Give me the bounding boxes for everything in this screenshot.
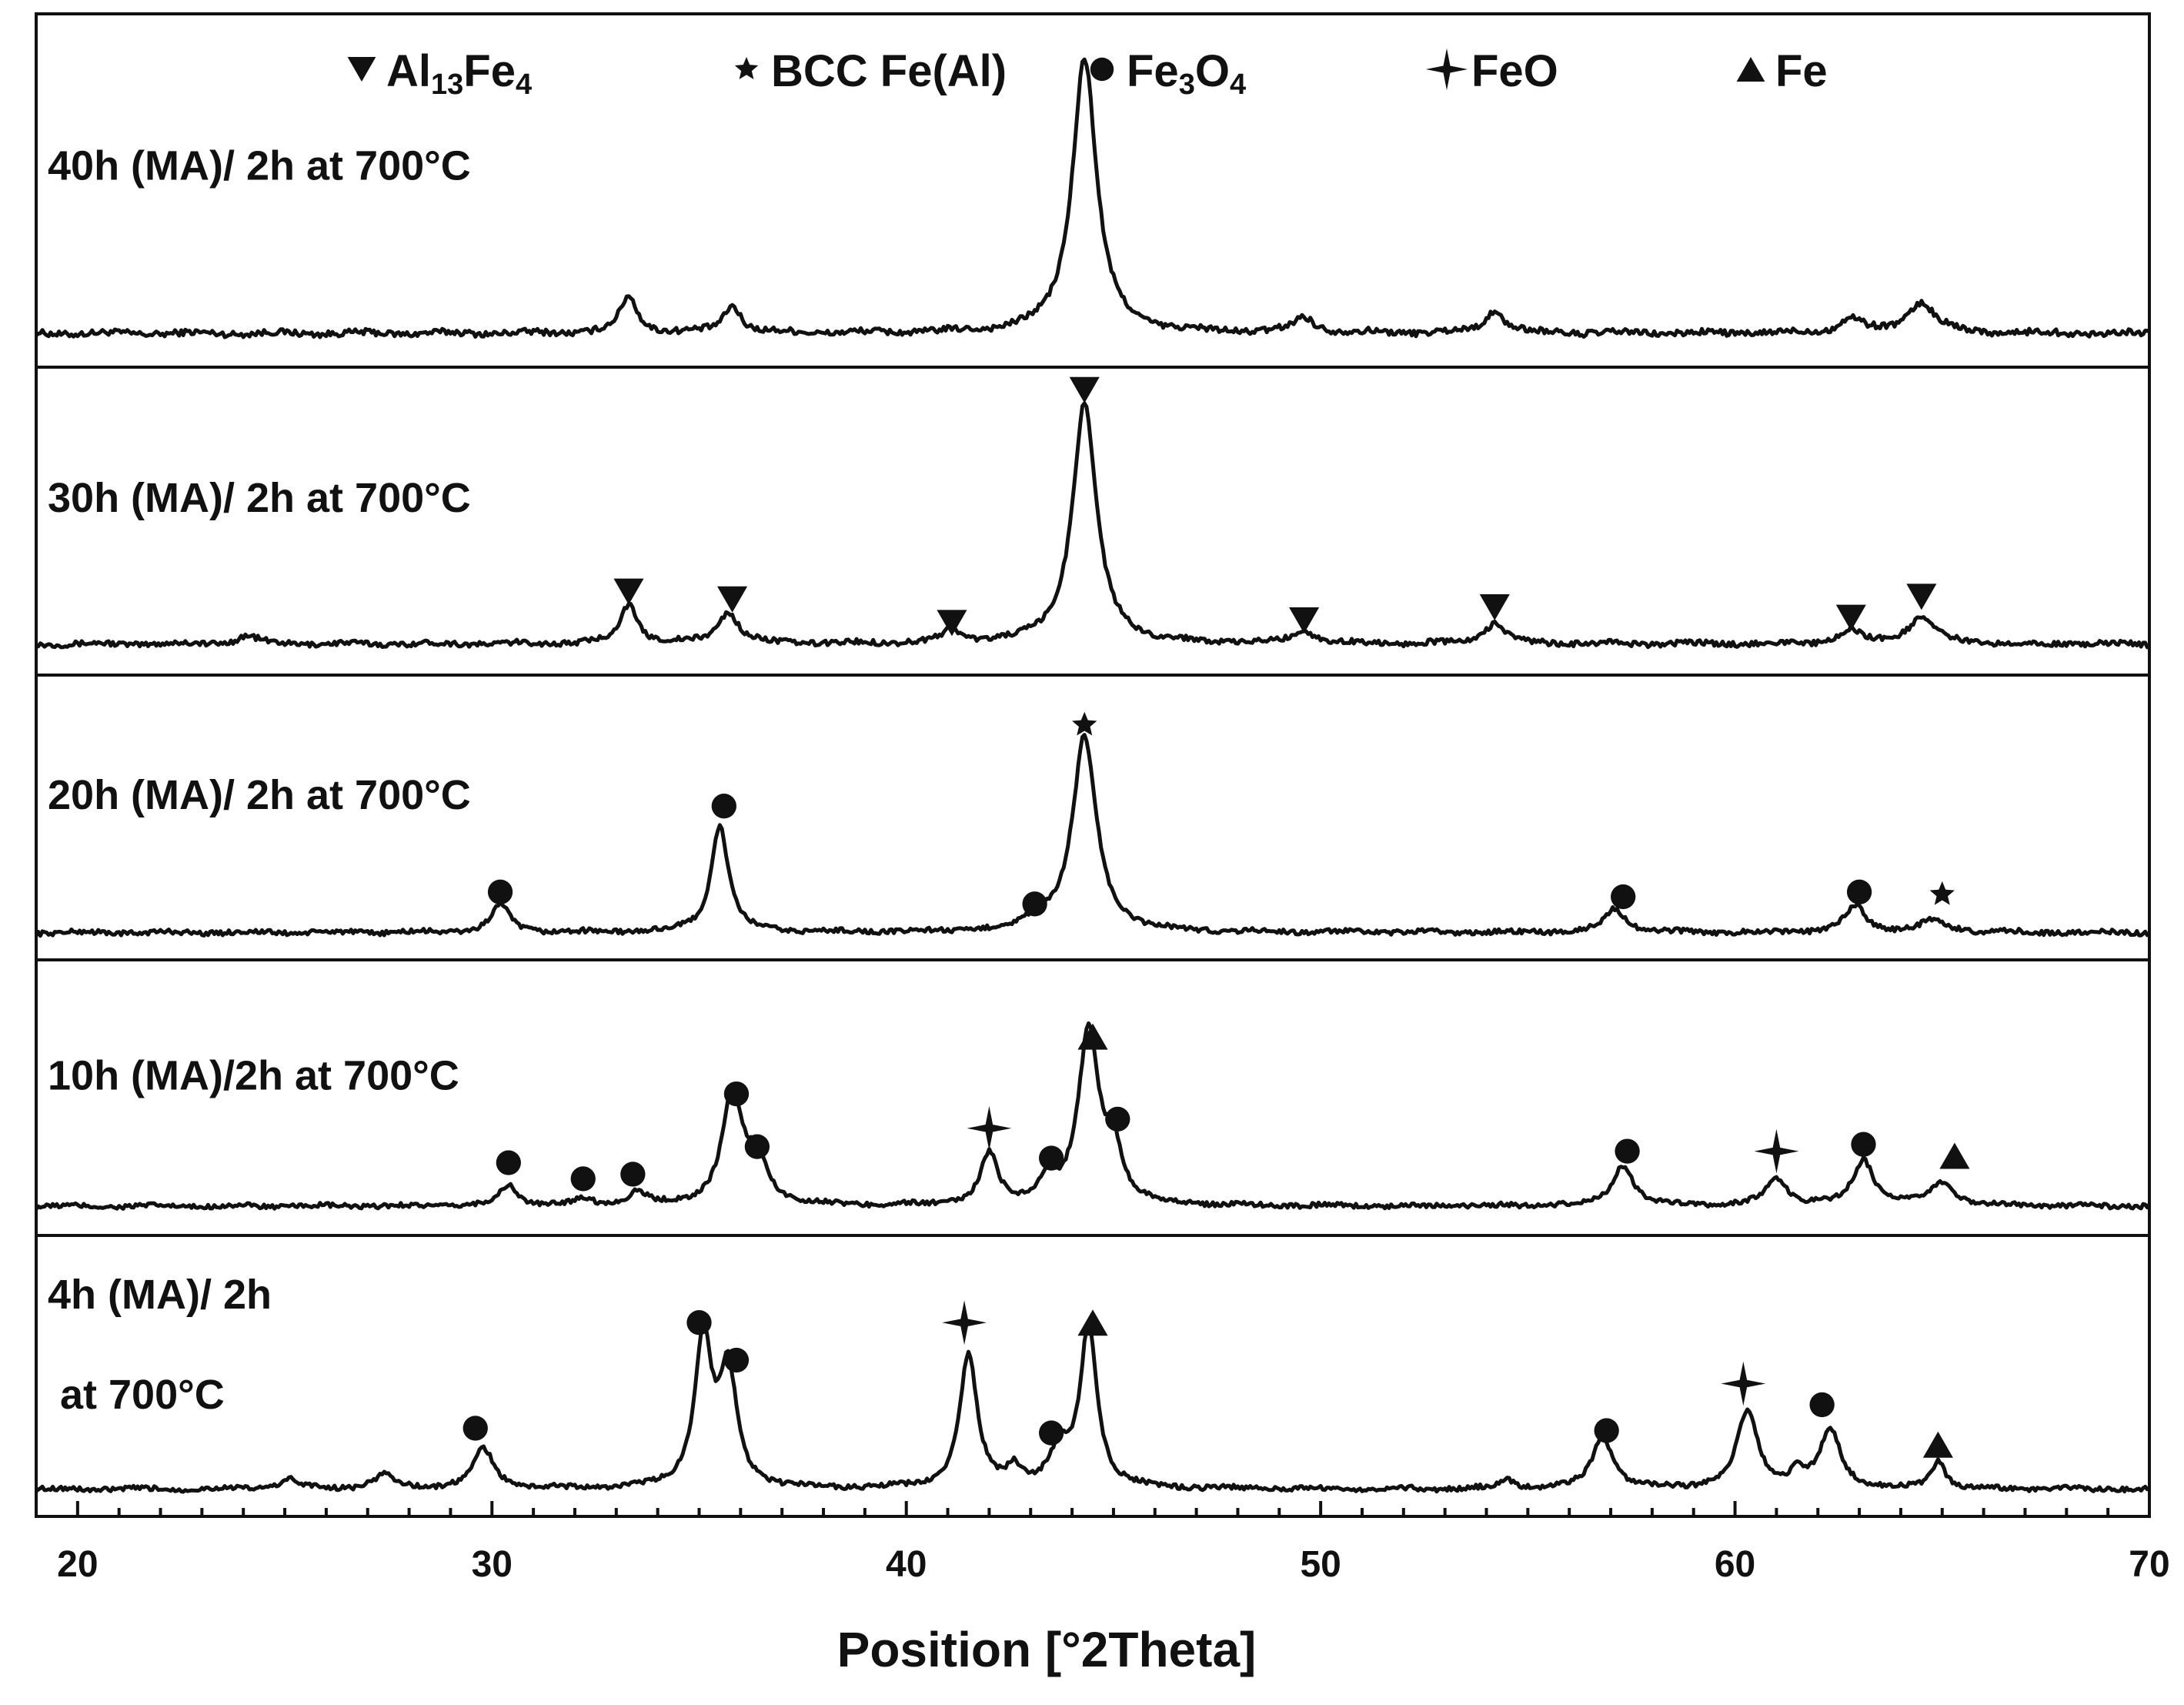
trace-panel-1	[35, 57, 2151, 339]
marker-fe3o4	[1615, 1138, 1640, 1164]
chart-frame	[35, 12, 2151, 1518]
trace-panel-2	[35, 401, 2151, 650]
legend-item: Fe	[1736, 46, 1828, 96]
legend-label-main: Al	[386, 46, 431, 96]
marker-fe	[1077, 1023, 1108, 1050]
marker-al13fe4	[613, 578, 644, 605]
panel-label-3: 20h (MA)/ 2h at 700°C	[48, 772, 471, 818]
x-tick-label: 60	[1715, 1544, 1755, 1585]
x-axis-title: Position [°2Theta]	[837, 1622, 1257, 1677]
marker-fe3o4	[1611, 884, 1636, 910]
legend-subscript: 4	[516, 69, 532, 101]
marker-al13fe4	[1479, 594, 1510, 620]
marker-al13fe4	[347, 57, 376, 82]
marker-fe3o4	[744, 1134, 770, 1159]
marker-fe3o4	[487, 879, 513, 904]
legend-label-mid: O	[1195, 46, 1230, 96]
marker-fe3o4	[1039, 1145, 1064, 1171]
diffraction-traces	[34, 57, 2152, 1494]
marker-fe3o4	[723, 1347, 750, 1373]
marker-fe3o4	[1846, 879, 1872, 904]
marker-feo	[1754, 1128, 1799, 1174]
marker-feo	[942, 1300, 987, 1346]
legend-label: Fe	[1775, 46, 1828, 96]
legend-label-mid: Fe	[463, 46, 516, 96]
panel-labels: 40h (MA)/ 2h at 700°C 30h (MA)/ 2h at 700…	[48, 143, 471, 1418]
legend-subscript: 3	[1179, 69, 1195, 101]
panel-label-1: 40h (MA)/ 2h at 700°C	[48, 143, 471, 189]
trace-panel-3	[34, 733, 2150, 938]
legend-label-main: BCC Fe(Al)	[771, 46, 1007, 96]
legend-item: FeO	[1425, 46, 1558, 96]
phase-markers	[463, 376, 1970, 1458]
panel-label-5: at 700°C	[60, 1372, 225, 1418]
marker-al13fe4	[1289, 607, 1320, 634]
marker-bcc-fe-al	[1072, 711, 1097, 736]
marker-fe3o4	[711, 794, 736, 819]
marker-al13fe4	[1906, 583, 1937, 610]
marker-fe3o4	[570, 1166, 596, 1192]
marker-fe3o4	[1594, 1418, 1619, 1443]
marker-al13fe4	[1835, 604, 1866, 631]
panel-label-4: 10h (MA)/2h at 700°C	[48, 1052, 459, 1098]
legend-subscript: 4	[1230, 69, 1246, 101]
marker-fe3o4	[1090, 57, 1114, 82]
marker-fe3o4	[1809, 1392, 1835, 1418]
marker-feo	[967, 1105, 1012, 1151]
marker-al13fe4	[717, 586, 748, 613]
marker-fe	[1939, 1142, 1970, 1169]
marker-fe	[1736, 57, 1765, 82]
marker-al13fe4	[937, 610, 967, 637]
legend-item: Fe3O4	[1090, 46, 1246, 101]
marker-bcc-fe-al	[734, 57, 759, 79]
marker-fe3o4	[1022, 891, 1047, 917]
legend-label: Al13Fe4	[386, 46, 532, 101]
x-axis: 20 30 40 50 60 70	[35, 1501, 2170, 1585]
x-tick-label: 20	[57, 1544, 98, 1585]
marker-fe3o4	[686, 1310, 712, 1336]
plot-border	[35, 12, 2151, 1518]
legend-label: Fe3O4	[1127, 46, 1246, 101]
marker-bcc-fe-al	[1929, 881, 1955, 905]
marker-fe3o4	[620, 1162, 646, 1187]
trace-panel-4	[34, 1021, 2152, 1211]
marker-fe3o4	[496, 1150, 521, 1175]
marker-feo	[1425, 48, 1468, 91]
legend-subscript: 13	[431, 69, 463, 101]
marker-fe3o4	[1039, 1420, 1064, 1446]
marker-fe3o4	[1105, 1106, 1130, 1132]
marker-feo	[1721, 1361, 1766, 1406]
marker-al13fe4	[1069, 376, 1100, 403]
legend: Al13Fe4 BCC Fe(Al) Fe3O4 FeO Fe	[347, 46, 1828, 101]
marker-fe	[1077, 1309, 1108, 1336]
panel-label-5: 4h (MA)/ 2h	[48, 1272, 272, 1318]
legend-label-main: Fe	[1127, 46, 1179, 96]
marker-fe3o4	[463, 1416, 488, 1441]
x-tick-label: 50	[1300, 1544, 1341, 1585]
marker-fe3o4	[1851, 1132, 1876, 1157]
marker-fe	[1922, 1431, 1953, 1458]
legend-item: BCC Fe(Al)	[734, 46, 1007, 96]
x-tick-label: 70	[2129, 1544, 2169, 1585]
legend-label-main: FeO	[1471, 46, 1558, 96]
legend-label: FeO	[1471, 46, 1558, 96]
marker-fe3o4	[723, 1081, 750, 1107]
legend-label-main: Fe	[1775, 46, 1828, 96]
panel-label-2: 30h (MA)/ 2h at 700°C	[48, 475, 471, 521]
x-tick-label: 40	[886, 1544, 927, 1585]
x-tick-label: 30	[472, 1544, 513, 1585]
trace-panel-5	[35, 1319, 2151, 1494]
legend-label: BCC Fe(Al)	[771, 46, 1007, 96]
legend-item: Al13Fe4	[347, 46, 532, 101]
